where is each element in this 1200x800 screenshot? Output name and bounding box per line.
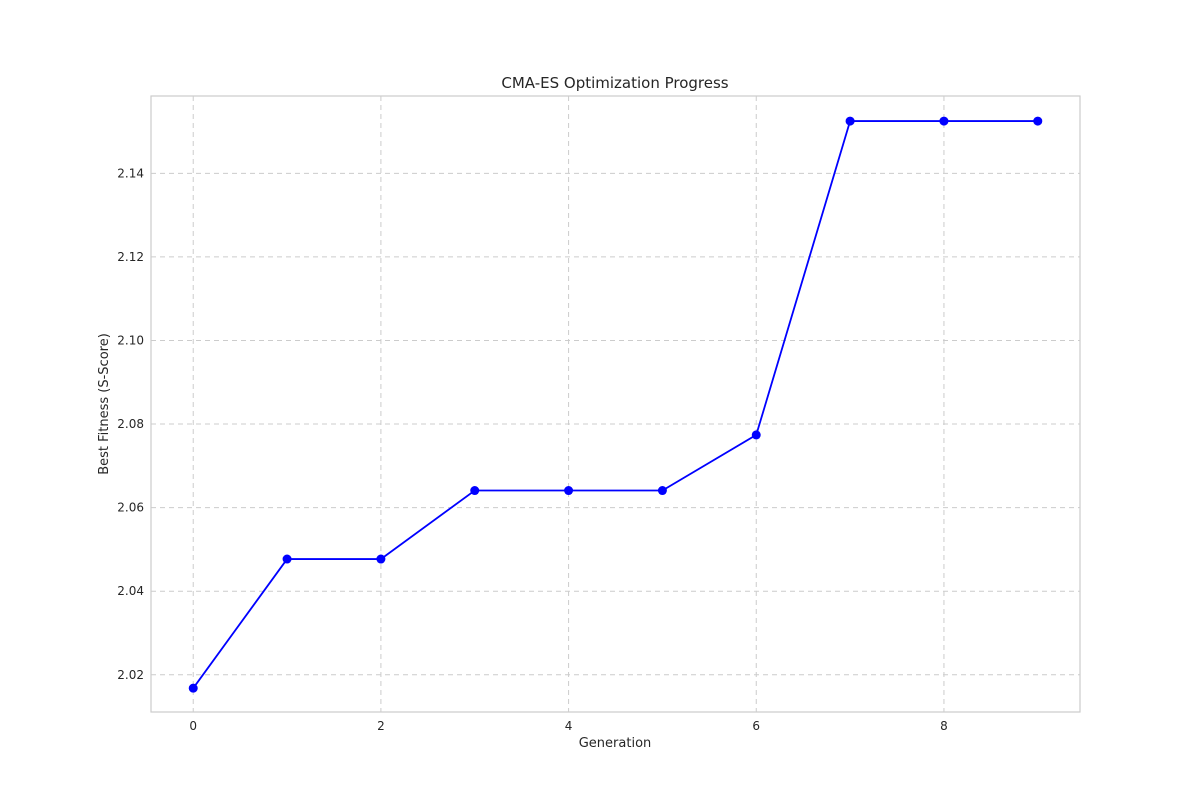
grid-lines bbox=[151, 96, 1080, 712]
y-tick-label: 2.06 bbox=[117, 501, 144, 515]
x-tick-label: 6 bbox=[752, 719, 760, 733]
tick-labels: 0 2 4 6 8 2.02 2.04 2.06 2.08 2.10 2.12 2.14 bbox=[117, 166, 947, 733]
y-tick-label: 2.04 bbox=[117, 584, 144, 598]
y-tick-label: 2.08 bbox=[117, 417, 144, 431]
x-tick-label: 2 bbox=[377, 719, 385, 733]
series-line bbox=[192, 120, 1038, 689]
data-point bbox=[939, 116, 949, 126]
plot-frame bbox=[150, 95, 1081, 713]
data-point bbox=[845, 116, 855, 126]
data-point bbox=[657, 486, 667, 496]
data-point bbox=[188, 683, 198, 693]
chart-title: CMA-ES Optimization Progress bbox=[501, 74, 728, 92]
data-point bbox=[751, 430, 761, 440]
y-tick-label: 2.02 bbox=[117, 668, 144, 682]
data-point bbox=[470, 486, 480, 496]
y-tick-label: 2.14 bbox=[117, 166, 144, 180]
y-tick-label: 2.12 bbox=[117, 250, 144, 264]
x-tick-label: 0 bbox=[189, 719, 197, 733]
x-tick-label: 4 bbox=[565, 719, 573, 733]
data-series bbox=[188, 116, 1043, 693]
data-point bbox=[564, 486, 574, 496]
y-axis-label: Best Fitness (S-Score) bbox=[97, 333, 112, 475]
y-tick-label: 2.10 bbox=[117, 333, 144, 347]
x-tick-label: 8 bbox=[940, 719, 948, 733]
data-point bbox=[282, 554, 292, 564]
data-point bbox=[1033, 116, 1043, 126]
x-axis-label: Generation bbox=[579, 736, 652, 751]
data-point bbox=[376, 554, 386, 564]
